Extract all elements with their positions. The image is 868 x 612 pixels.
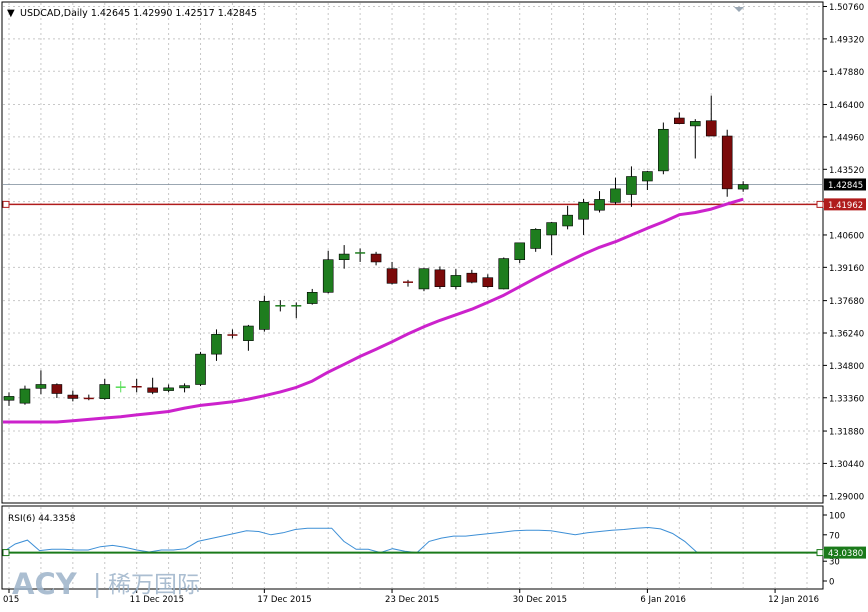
candle-body <box>243 325 254 341</box>
date-tick-label: 12 Jan 2016 <box>768 595 819 605</box>
price-tick-label: 1.39160 <box>829 264 864 274</box>
candle-body <box>195 353 206 385</box>
rsi-panel-frame <box>1 505 824 590</box>
rsi-axis: 100 70 30 0 <box>823 512 845 588</box>
support-line-label-bg <box>824 198 866 211</box>
price-tick-label: 1.49320 <box>829 35 864 45</box>
rsi-tick-label: 30 <box>829 558 840 568</box>
rsi-line <box>2 526 698 554</box>
candle-body <box>259 300 270 330</box>
candle-body <box>67 394 79 399</box>
candle-body <box>689 121 701 127</box>
candle-body <box>642 171 653 182</box>
candle-body <box>99 384 111 399</box>
date-tick-label: 23 Dec 2015 <box>385 595 439 605</box>
candle-body <box>418 268 430 290</box>
current-price-label-bg <box>824 178 866 191</box>
date-axis: 015 11 Dec 2015 17 Dec 2015 23 Dec 2015 30 D… <box>3 589 819 605</box>
candle-body <box>737 184 749 190</box>
candle-body <box>3 396 15 401</box>
candle-body <box>211 334 222 355</box>
rsi-series: 43.0380 <box>2 526 866 559</box>
candlestick-series <box>3 95 749 406</box>
price-tick-label: 1.30440 <box>829 460 864 470</box>
rsi-tick-label: 100 <box>829 512 845 522</box>
chart-header: USDCAD,Daily 1.42645 1.42990 1.42517 1.4… <box>20 8 257 19</box>
menu-marker-icon[interactable]: ▼ <box>7 8 15 19</box>
candle-body <box>530 229 541 249</box>
candle-body <box>562 214 573 227</box>
scroll-shift-icon[interactable] <box>734 7 744 12</box>
watermark-divider: | <box>93 569 101 598</box>
candle-body <box>658 128 669 172</box>
candle-body <box>434 269 446 287</box>
date-tick-label: 30 Dec 2015 <box>513 595 567 605</box>
price-tick-label: 1.50760 <box>829 3 864 13</box>
candle-body <box>51 384 63 394</box>
rsi-level-handle <box>2 549 10 557</box>
candle-body <box>610 188 621 203</box>
price-tick-label: 1.37680 <box>829 297 864 307</box>
candle-body <box>546 222 557 236</box>
candle-body <box>578 202 589 220</box>
candle-body <box>626 176 637 195</box>
grid <box>3 3 822 588</box>
support-line-label: 1.41962 <box>828 201 863 211</box>
price-tick-label: 1.40600 <box>829 231 864 241</box>
candle-body <box>386 268 398 284</box>
current-price-label: 1.42845 <box>828 181 863 191</box>
moving-average <box>3 197 744 424</box>
candle-body <box>498 258 510 290</box>
date-tick-label: 6 Jan 2016 <box>640 595 686 605</box>
rsi-level-label: 43.0380 <box>828 549 863 559</box>
candle-body <box>482 277 494 287</box>
candle-body <box>179 385 190 389</box>
candle-body <box>466 272 478 283</box>
ma-line <box>3 197 744 424</box>
rsi-tick-label: 70 <box>829 531 840 541</box>
date-tick-label: 11 Dec 2015 <box>130 595 184 605</box>
watermark-brand: ACY <box>12 567 78 601</box>
candle-body <box>450 275 462 287</box>
date-tick-label: 17 Dec 2015 <box>257 595 311 605</box>
rsi-level-label-bg <box>824 546 866 559</box>
price-tick-label: 1.36240 <box>829 330 864 340</box>
price-tick-label: 1.29000 <box>829 492 864 502</box>
price-axis: 1.50760 1.49320 1.47880 1.46400 1.44960 1.435… <box>823 3 864 502</box>
candle-body <box>721 135 733 190</box>
candle-body <box>147 387 158 393</box>
candle-body <box>705 120 717 137</box>
candle-body <box>163 387 174 391</box>
support-line-handle <box>2 200 10 208</box>
acy-watermark: ACY | 稀万国际 <box>12 567 200 601</box>
price-tick-label: 1.31880 <box>829 428 864 438</box>
price-tick-label: 1.33360 <box>829 394 864 404</box>
support-line-handle <box>816 200 824 208</box>
candle-body <box>306 292 318 304</box>
candle-body <box>338 253 350 260</box>
rsi-tick-label: 0 <box>829 578 834 588</box>
candle-body <box>322 259 334 293</box>
candle-body <box>594 199 605 211</box>
date-tick-label: 015 <box>3 595 19 605</box>
rsi-level-handle <box>816 549 824 557</box>
candle-body <box>674 117 685 124</box>
rsi-title: RSI(6) 44.3358 <box>8 514 76 524</box>
price-tick-label: 1.47880 <box>829 68 864 78</box>
price-tick-label: 1.44960 <box>829 133 864 143</box>
candle-body <box>35 384 47 389</box>
candle-body <box>19 388 31 404</box>
price-panel-frame <box>1 1 824 504</box>
watermark-chinese: 稀万国际 <box>108 572 200 598</box>
price-tick-label: 1.46400 <box>829 101 864 111</box>
price-tick-label: 1.34800 <box>829 362 864 372</box>
candle-body <box>514 242 526 260</box>
horizontal-lines[interactable]: 1.41962 1.42845 <box>2 178 866 211</box>
price-tick-label: 1.43520 <box>829 166 864 176</box>
candle-body <box>370 253 382 263</box>
